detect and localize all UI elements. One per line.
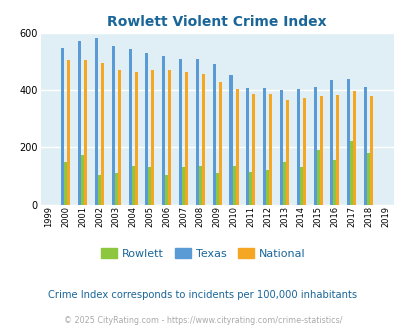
Bar — [218, 82, 221, 205]
Bar — [249, 172, 252, 205]
Bar — [269, 94, 271, 205]
Bar — [134, 72, 137, 205]
Bar — [266, 170, 269, 205]
Bar — [330, 80, 333, 205]
Bar — [201, 74, 205, 205]
Bar — [181, 167, 185, 205]
Bar — [285, 100, 288, 205]
Bar — [333, 160, 336, 205]
Bar — [165, 175, 168, 205]
Bar — [131, 166, 134, 205]
Bar — [151, 70, 154, 205]
Bar — [117, 70, 121, 205]
Bar — [363, 87, 366, 205]
Bar — [246, 88, 249, 205]
Bar — [64, 162, 67, 205]
Bar — [215, 173, 218, 205]
Title: Rowlett Violent Crime Index: Rowlett Violent Crime Index — [107, 15, 326, 29]
Bar — [316, 150, 319, 205]
Bar — [115, 173, 117, 205]
Bar — [366, 153, 369, 205]
Bar — [262, 88, 266, 205]
Bar — [352, 91, 356, 205]
Bar — [162, 56, 165, 205]
Bar — [212, 64, 215, 205]
Bar — [313, 87, 316, 205]
Bar — [279, 90, 282, 205]
Legend: Rowlett, Texas, National: Rowlett, Texas, National — [96, 244, 309, 263]
Bar — [111, 46, 115, 205]
Bar — [98, 175, 101, 205]
Bar — [128, 49, 131, 205]
Bar — [101, 63, 104, 205]
Bar — [185, 72, 188, 205]
Bar — [302, 98, 305, 205]
Bar — [145, 53, 148, 205]
Bar — [336, 95, 339, 205]
Text: Crime Index corresponds to incidents per 100,000 inhabitants: Crime Index corresponds to incidents per… — [48, 290, 357, 300]
Bar — [346, 79, 350, 205]
Bar — [67, 60, 70, 205]
Bar — [369, 96, 372, 205]
Bar — [84, 60, 87, 205]
Bar — [179, 59, 181, 205]
Bar — [350, 141, 352, 205]
Bar — [232, 166, 235, 205]
Bar — [229, 75, 232, 205]
Bar — [252, 94, 255, 205]
Bar — [296, 89, 299, 205]
Bar — [168, 70, 171, 205]
Bar — [235, 89, 238, 205]
Bar — [148, 167, 151, 205]
Bar — [195, 59, 198, 205]
Bar — [299, 167, 302, 205]
Bar — [95, 38, 98, 205]
Bar — [282, 162, 285, 205]
Bar — [78, 41, 81, 205]
Bar — [198, 166, 201, 205]
Bar — [81, 155, 84, 205]
Text: © 2025 CityRating.com - https://www.cityrating.com/crime-statistics/: © 2025 CityRating.com - https://www.city… — [64, 316, 341, 325]
Bar — [319, 96, 322, 205]
Bar — [61, 48, 64, 205]
